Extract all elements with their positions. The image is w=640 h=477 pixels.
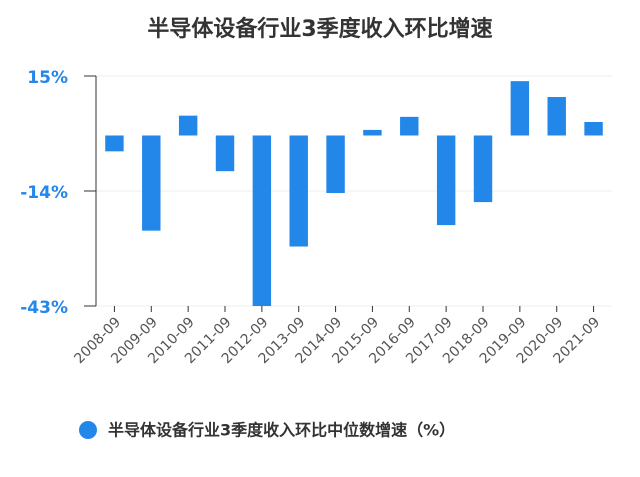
bar bbox=[105, 135, 124, 152]
bar bbox=[326, 135, 345, 193]
bar bbox=[510, 81, 530, 136]
bar bbox=[400, 116, 419, 136]
bar bbox=[178, 115, 198, 136]
bar bbox=[584, 122, 603, 136]
bar bbox=[289, 135, 308, 247]
bar bbox=[363, 129, 382, 136]
bar bbox=[436, 135, 456, 226]
bar bbox=[215, 135, 235, 172]
bar bbox=[142, 135, 161, 231]
y-tick-label: 15% bbox=[27, 68, 68, 88]
bar bbox=[473, 135, 493, 203]
legend-label: 半导体设备行业3季度收入环比中位数增速（%） bbox=[108, 421, 455, 440]
y-tick-label: -14% bbox=[20, 183, 68, 203]
bar bbox=[547, 97, 566, 136]
y-tick-label: -43% bbox=[20, 298, 68, 318]
bar bbox=[252, 135, 272, 306]
legend-swatch bbox=[79, 421, 97, 439]
chart-title: 半导体设备行业3季度收入环比增速 bbox=[147, 16, 492, 42]
